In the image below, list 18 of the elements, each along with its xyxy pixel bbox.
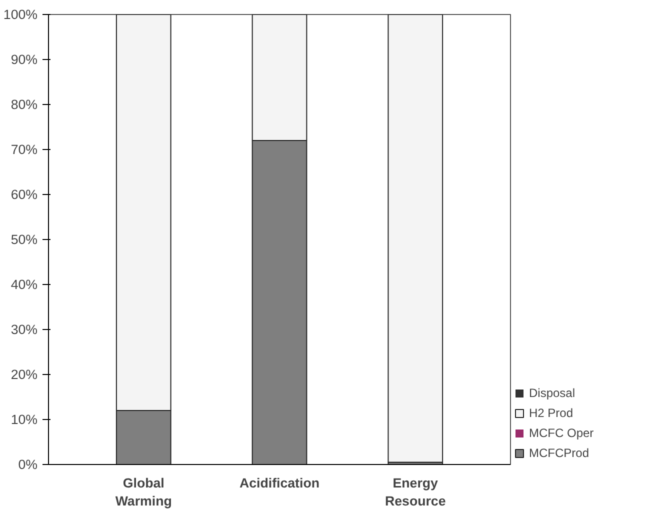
x-tick-label: Global Warming bbox=[115, 476, 172, 508]
y-tick-label: 90% bbox=[10, 52, 38, 67]
y-tick-label: 100% bbox=[3, 7, 38, 22]
y-tick-label: 50% bbox=[10, 232, 38, 247]
y-tick-label: 30% bbox=[10, 322, 38, 337]
y-tick-label: 60% bbox=[10, 187, 38, 202]
legend-label: MCFC Oper bbox=[529, 426, 594, 440]
y-tick-label: 70% bbox=[10, 142, 38, 157]
legend-label: MCFCProd bbox=[529, 446, 590, 460]
y-tick-label: 10% bbox=[10, 412, 38, 427]
y-tick-label: 80% bbox=[10, 97, 38, 112]
y-tick-label: 20% bbox=[10, 367, 38, 382]
y-tick-label: 40% bbox=[10, 277, 38, 292]
legend-label: Disposal bbox=[529, 386, 576, 400]
x-tick-label: Acidification bbox=[240, 476, 320, 490]
y-tick-label: 0% bbox=[18, 457, 38, 472]
x-tick-label: Energy Resource bbox=[385, 476, 446, 508]
legend-label: H2 Prod bbox=[529, 406, 574, 420]
